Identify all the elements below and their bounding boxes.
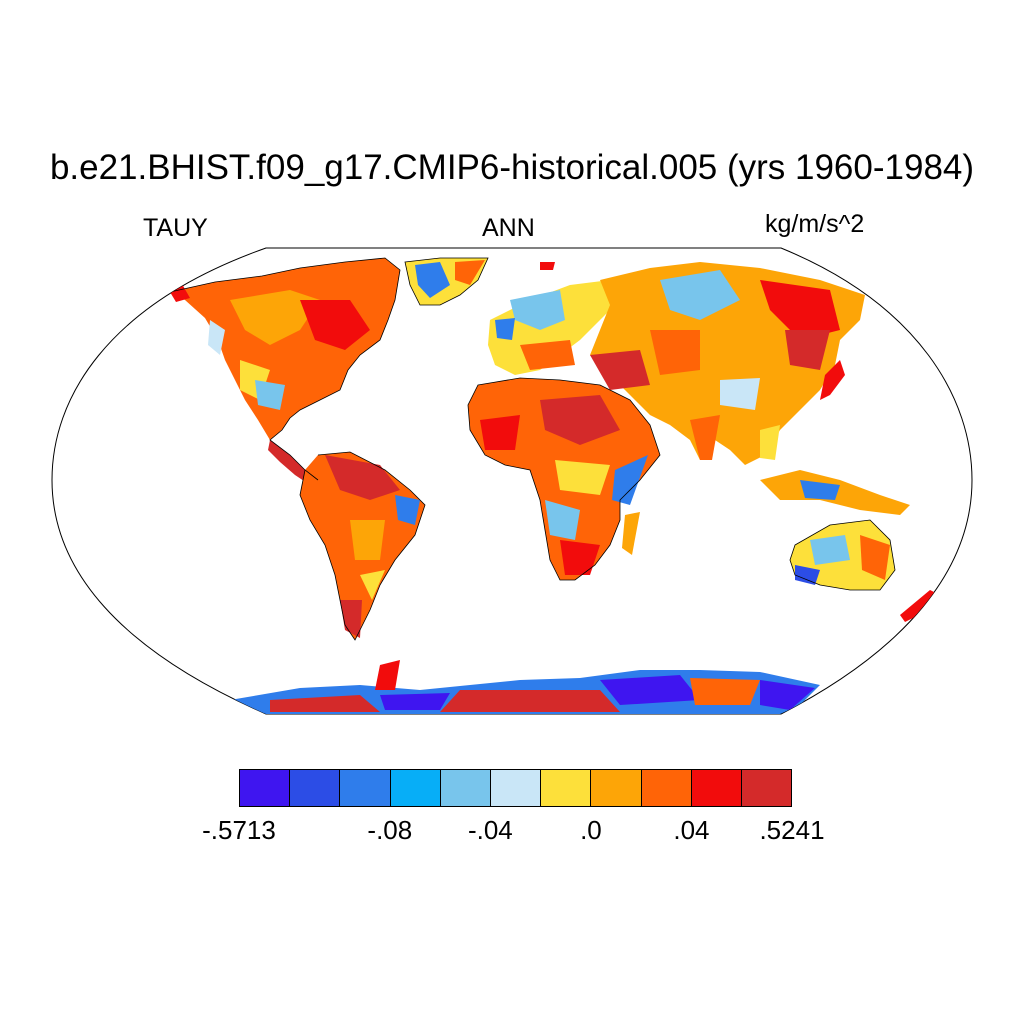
- coastlines: [169, 257, 896, 641]
- colorbar-label-4: .04: [673, 815, 710, 845]
- colorbar-label-5: .5241: [759, 815, 825, 845]
- colorbar-box-8: [641, 770, 692, 806]
- colorbar-label-1: -.08: [367, 815, 413, 845]
- colorbar-label-0: -.5713: [202, 815, 276, 845]
- colorbar-box-6: [541, 770, 592, 806]
- land-field: [170, 258, 940, 714]
- season-label: ANN: [482, 214, 535, 242]
- japan-land: [820, 360, 845, 400]
- colorbar-box-7: [591, 770, 642, 806]
- europe-land: [488, 280, 620, 375]
- colorbar-box-4: [440, 770, 491, 806]
- colorbar-box-2: [340, 770, 391, 806]
- colorbar-label-3: .0: [580, 815, 602, 845]
- colorbar-box-3: [390, 770, 441, 806]
- plot-title: b.e21.BHIST.f09_g17.CMIP6-historical.005…: [49, 148, 975, 187]
- colorbar-box-9: [691, 770, 742, 806]
- colorbar-box-1: [290, 770, 341, 806]
- units-label: kg/m/s^2: [765, 210, 865, 238]
- colorbar: [239, 769, 792, 807]
- colorbar-box-5: [490, 770, 542, 806]
- colorbar-label-2: -.04: [467, 815, 513, 845]
- variable-label: TAUY: [143, 214, 208, 242]
- colorbar-box-10: [741, 770, 792, 806]
- colorbar-box-0: [240, 770, 291, 806]
